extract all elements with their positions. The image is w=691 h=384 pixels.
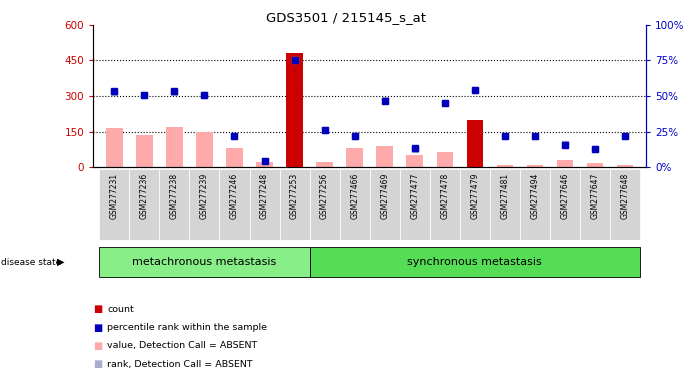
Text: metachronous metastasis: metachronous metastasis xyxy=(132,257,276,267)
Text: rank, Detection Call = ABSENT: rank, Detection Call = ABSENT xyxy=(107,360,253,369)
Bar xyxy=(256,162,273,167)
Bar xyxy=(160,169,189,240)
Bar xyxy=(497,165,513,167)
Bar xyxy=(316,162,333,167)
Text: GSM277494: GSM277494 xyxy=(531,172,540,219)
Text: synchronous metastasis: synchronous metastasis xyxy=(408,257,542,267)
Text: GSM277236: GSM277236 xyxy=(140,172,149,219)
Bar xyxy=(490,169,520,240)
Text: GSM277479: GSM277479 xyxy=(471,172,480,219)
Bar xyxy=(617,165,634,167)
Text: disease state: disease state xyxy=(1,258,61,266)
Bar xyxy=(189,169,220,240)
Text: GSM277477: GSM277477 xyxy=(410,172,419,219)
Text: GSM277253: GSM277253 xyxy=(290,172,299,219)
Bar xyxy=(310,247,640,277)
Text: GSM277646: GSM277646 xyxy=(560,172,569,219)
Text: GSM277647: GSM277647 xyxy=(591,172,600,219)
Text: GSM277239: GSM277239 xyxy=(200,172,209,219)
Bar xyxy=(587,164,603,167)
Bar xyxy=(437,152,453,167)
Bar xyxy=(370,169,399,240)
Text: ■: ■ xyxy=(93,359,102,369)
Text: ■: ■ xyxy=(93,304,102,314)
Text: value, Detection Call = ABSENT: value, Detection Call = ABSENT xyxy=(107,341,257,351)
Bar xyxy=(580,169,610,240)
Bar xyxy=(136,135,153,167)
Bar xyxy=(466,120,483,167)
Text: GSM277231: GSM277231 xyxy=(110,172,119,218)
Bar xyxy=(166,127,182,167)
Bar xyxy=(460,169,490,240)
Bar xyxy=(286,53,303,167)
Bar xyxy=(346,148,363,167)
Text: ■: ■ xyxy=(93,341,102,351)
Bar xyxy=(377,146,393,167)
Text: ▶: ▶ xyxy=(57,257,65,267)
Bar xyxy=(527,165,543,167)
Text: GSM277248: GSM277248 xyxy=(260,172,269,218)
Bar xyxy=(610,169,640,240)
Bar xyxy=(550,169,580,240)
Bar xyxy=(196,131,213,167)
Text: GDS3501 / 215145_s_at: GDS3501 / 215145_s_at xyxy=(265,12,426,25)
Text: GSM277246: GSM277246 xyxy=(230,172,239,219)
Bar xyxy=(399,169,430,240)
Text: GSM277481: GSM277481 xyxy=(500,172,509,218)
Text: ■: ■ xyxy=(93,323,102,333)
Text: GSM277256: GSM277256 xyxy=(320,172,329,219)
Bar xyxy=(430,169,460,240)
Bar xyxy=(226,148,243,167)
Bar xyxy=(340,169,370,240)
Text: GSM277466: GSM277466 xyxy=(350,172,359,219)
Bar xyxy=(129,169,160,240)
Bar xyxy=(100,169,129,240)
Text: count: count xyxy=(107,305,134,314)
Bar xyxy=(520,169,550,240)
Bar xyxy=(106,128,122,167)
Bar xyxy=(280,169,310,240)
Bar xyxy=(557,160,574,167)
Bar xyxy=(249,169,280,240)
Bar xyxy=(100,247,310,277)
Text: GSM277469: GSM277469 xyxy=(380,172,389,219)
Text: percentile rank within the sample: percentile rank within the sample xyxy=(107,323,267,332)
Bar xyxy=(220,169,249,240)
Bar xyxy=(406,155,423,167)
Text: GSM277648: GSM277648 xyxy=(621,172,630,219)
Text: GSM277478: GSM277478 xyxy=(440,172,449,219)
Text: GSM277238: GSM277238 xyxy=(170,172,179,218)
Bar xyxy=(310,169,340,240)
